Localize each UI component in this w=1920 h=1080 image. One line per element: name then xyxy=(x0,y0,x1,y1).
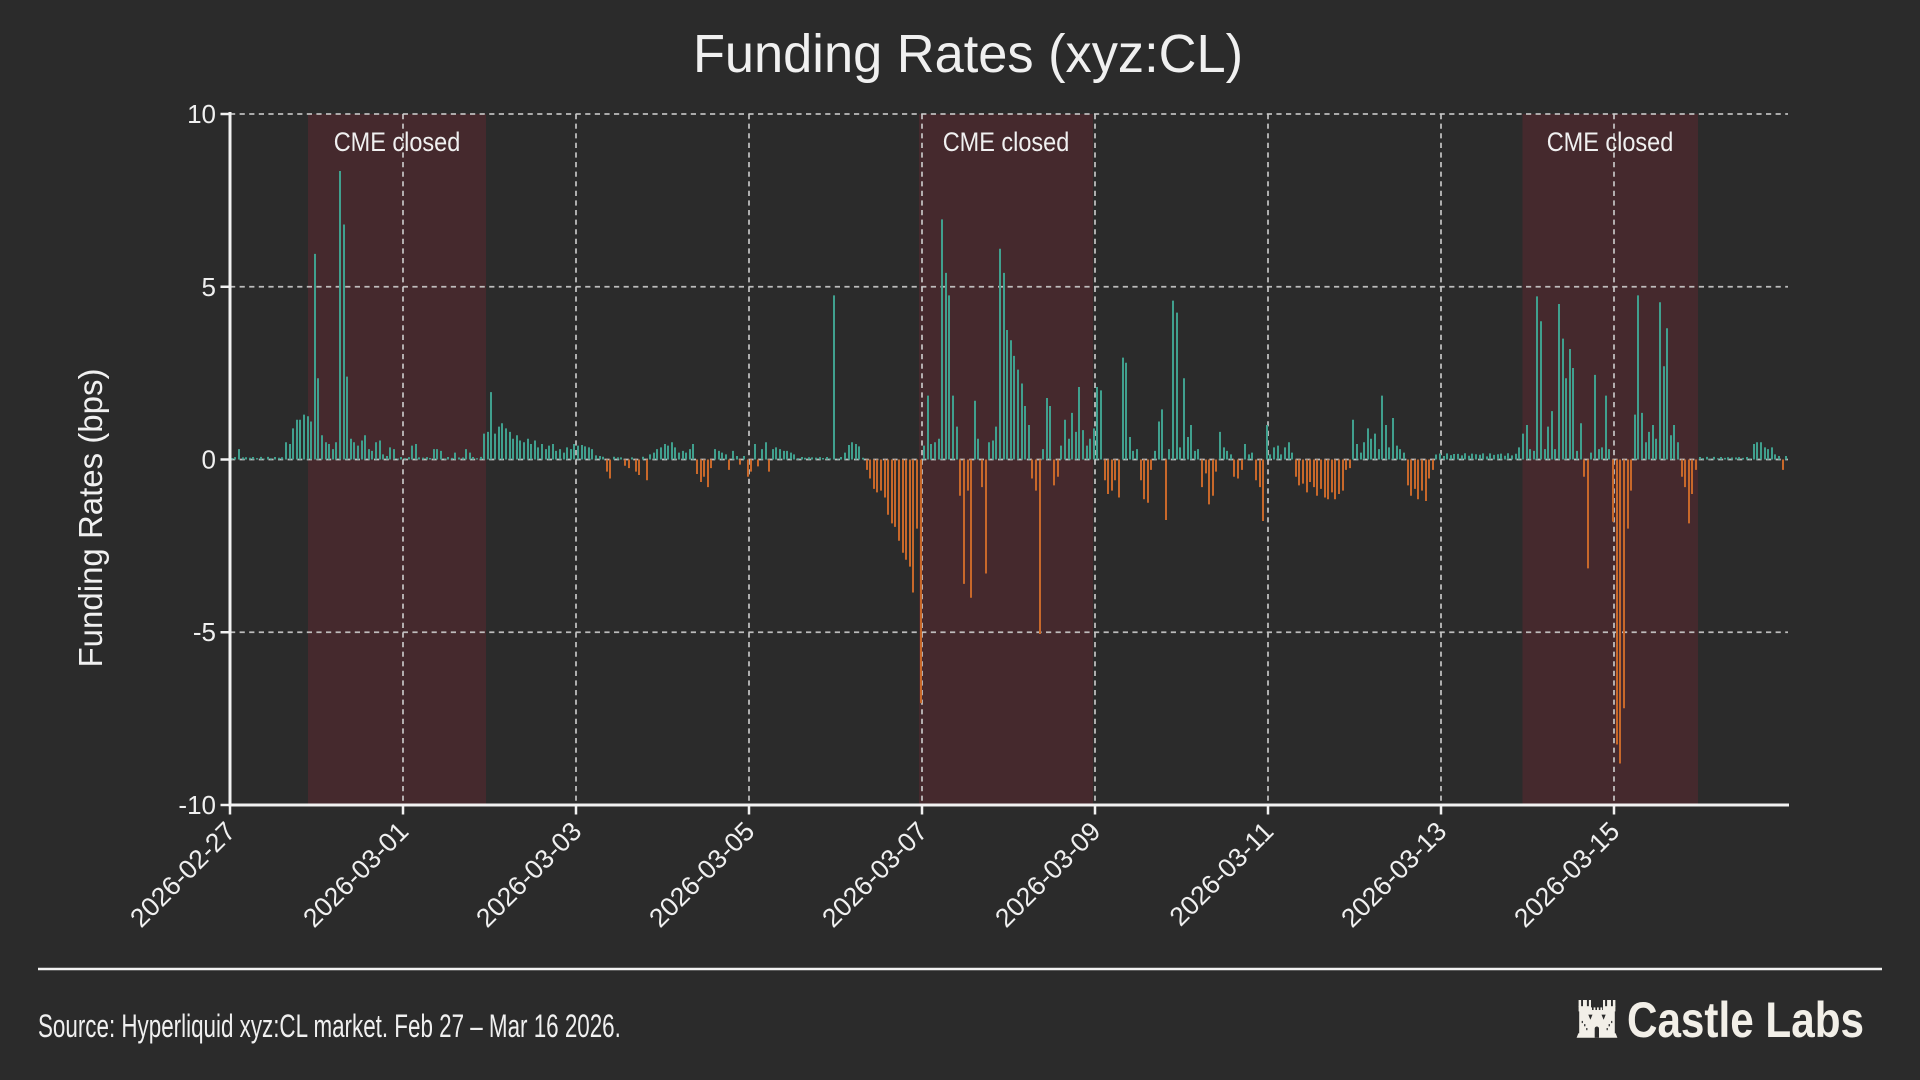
svg-text:Funding Rates (bps): Funding Rates (bps) xyxy=(72,369,109,668)
svg-text:10: 10 xyxy=(187,99,216,129)
svg-text:0: 0 xyxy=(202,445,216,475)
svg-text:CME closed: CME closed xyxy=(943,128,1070,158)
svg-text:Castle Labs: Castle Labs xyxy=(1627,992,1864,1048)
svg-text:Funding Rates (xyz:CL): Funding Rates (xyz:CL) xyxy=(693,24,1243,84)
svg-text:-10: -10 xyxy=(178,790,216,820)
svg-text:-5: -5 xyxy=(193,617,216,647)
svg-text:CME closed: CME closed xyxy=(334,128,461,158)
svg-text:5: 5 xyxy=(202,272,216,302)
svg-text:CME closed: CME closed xyxy=(1547,128,1674,158)
svg-text:Source: Hyperliquid xyz:CL mar: Source: Hyperliquid xyz:CL market. Feb 2… xyxy=(38,1008,621,1044)
